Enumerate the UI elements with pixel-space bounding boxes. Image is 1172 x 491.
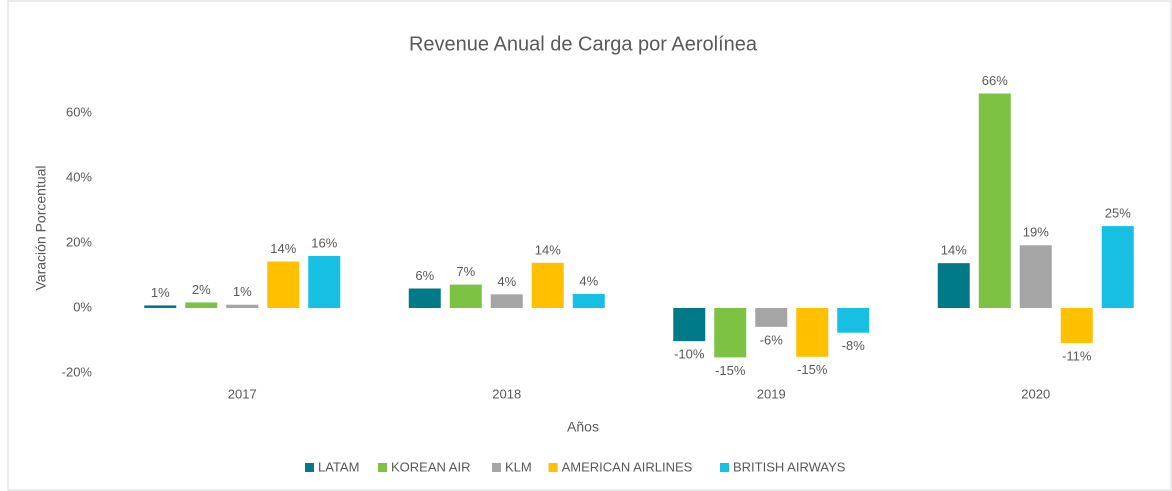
legend-label: BRITISH AIRWAYS	[733, 459, 846, 474]
bar	[755, 308, 788, 327]
value-label: -6%	[760, 332, 784, 347]
bar	[837, 308, 870, 333]
y-tick-label: 60%	[66, 104, 92, 119]
value-label: 4%	[579, 273, 598, 288]
value-label: 1%	[233, 284, 252, 299]
legend-swatch	[305, 463, 314, 472]
legend-label: KLM	[505, 459, 532, 474]
legend-label: LATAM	[318, 459, 359, 474]
legend-swatch	[378, 463, 387, 472]
value-label: 1%	[151, 285, 170, 300]
bar	[796, 308, 829, 357]
value-label: 2%	[192, 282, 211, 297]
y-axis-label: Varación Porcentual	[33, 165, 49, 290]
y-tick-label: 0%	[73, 299, 92, 314]
bar	[185, 302, 218, 308]
legend-swatch	[492, 463, 501, 472]
value-label: 16%	[311, 235, 337, 250]
bar	[267, 261, 300, 308]
value-label: 66%	[982, 73, 1008, 88]
bar	[449, 284, 482, 308]
bar	[673, 308, 706, 342]
chart-title: Revenue Anual de Carga por Aerolínea	[409, 33, 758, 55]
legend-label: AMERICAN AIRLINES	[562, 459, 693, 474]
bar	[714, 308, 747, 358]
bar	[490, 294, 523, 308]
legend-label: KOREAN AIR	[391, 459, 470, 474]
bar	[1019, 245, 1052, 308]
bar	[978, 93, 1011, 308]
bar	[531, 262, 564, 308]
x-tick-label: 2018	[492, 386, 521, 401]
chart-border	[7, 0, 1172, 491]
value-label: 4%	[497, 274, 516, 289]
value-label: 7%	[456, 264, 475, 279]
value-label: 6%	[415, 268, 434, 283]
legend-swatch	[548, 463, 558, 472]
x-tick-label: 2020	[1021, 386, 1050, 401]
x-tick-label: 2019	[757, 386, 786, 401]
value-label: 19%	[1023, 225, 1049, 240]
value-label: 25%	[1105, 206, 1131, 221]
value-label: -11%	[1062, 349, 1092, 364]
bar	[937, 263, 970, 308]
bar	[144, 305, 177, 308]
value-label: -10%	[674, 347, 705, 362]
value-label: 14%	[270, 241, 296, 256]
x-tick-label: 2017	[228, 386, 257, 401]
value-label: 14%	[941, 243, 967, 258]
value-label: -15%	[715, 363, 746, 378]
value-label: 14%	[535, 242, 561, 257]
bar	[226, 304, 259, 308]
value-label: -15%	[797, 362, 828, 377]
bar	[1101, 226, 1134, 308]
bar	[408, 288, 441, 308]
y-tick-label: -20%	[62, 364, 93, 379]
bar	[572, 294, 605, 308]
legend-swatch	[720, 463, 729, 472]
bar	[308, 256, 341, 308]
value-label: -8%	[842, 338, 866, 353]
y-tick-label: 40%	[66, 169, 92, 184]
bar	[1060, 308, 1093, 344]
x-axis-label: Años	[567, 419, 599, 435]
y-tick-label: 20%	[66, 234, 92, 249]
